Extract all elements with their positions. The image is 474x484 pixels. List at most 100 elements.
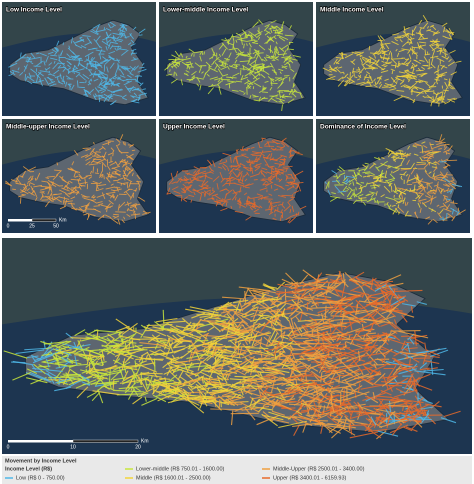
movement-line	[292, 421, 324, 427]
movement-line	[419, 362, 428, 370]
movement-line	[419, 72, 428, 77]
movement-line	[139, 82, 144, 87]
movement-line	[33, 184, 43, 188]
movement-line	[197, 384, 228, 391]
movement-line	[228, 333, 253, 342]
movement-line	[84, 51, 94, 58]
movement-line	[294, 315, 300, 322]
movement-line	[389, 173, 396, 180]
panel-title: Middle Income Level	[320, 7, 384, 14]
movement-line	[244, 346, 269, 350]
movement-line	[356, 405, 377, 414]
movement-line	[49, 84, 54, 87]
movement-line	[230, 380, 242, 387]
movement-line	[421, 159, 431, 162]
movement-line	[267, 362, 280, 365]
movement-line	[280, 154, 287, 158]
movement-line	[133, 26, 137, 30]
movement-line	[188, 48, 195, 53]
movement-line	[372, 392, 376, 399]
movement-line	[269, 176, 276, 182]
movement-line	[342, 273, 346, 286]
movement-line	[165, 357, 185, 365]
map-layer	[316, 2, 470, 116]
movement-line	[127, 74, 132, 79]
movement-line	[151, 385, 160, 395]
movement-line	[345, 179, 351, 185]
movement-line	[316, 385, 335, 395]
movement-line	[288, 198, 294, 202]
movement-line	[9, 70, 16, 76]
movement-line	[378, 83, 383, 89]
movement-line	[232, 72, 240, 77]
movement-line	[273, 48, 277, 57]
movement-line	[272, 400, 292, 411]
movement-line	[255, 52, 260, 60]
movement-line	[98, 88, 107, 92]
movement-line	[281, 26, 284, 32]
movement-line	[277, 195, 287, 198]
movement-line	[116, 58, 120, 64]
movement-line	[317, 304, 342, 314]
movement-line	[59, 189, 67, 194]
movement-line	[41, 180, 48, 183]
movement-line	[98, 71, 109, 76]
movement-line	[222, 165, 227, 171]
movement-line	[270, 308, 281, 312]
movement-line	[273, 303, 287, 318]
movement-line	[122, 94, 127, 99]
movement-line	[192, 189, 199, 192]
movement-line	[241, 383, 246, 391]
movement-line	[415, 194, 420, 200]
movement-line	[291, 205, 295, 213]
movement-line	[55, 47, 59, 50]
movement-line	[275, 340, 294, 353]
movement-line	[274, 183, 283, 188]
movement-line	[273, 36, 277, 40]
movement-line	[58, 379, 61, 386]
movement-line	[80, 204, 90, 208]
movement-line	[421, 145, 424, 154]
movement-line	[185, 172, 195, 177]
movement-line	[230, 342, 242, 357]
movement-line	[117, 158, 124, 166]
movement-line	[62, 42, 65, 46]
movement-line	[111, 170, 118, 173]
movement-line	[313, 374, 321, 382]
movement-line	[115, 318, 133, 331]
movement-line	[390, 77, 397, 84]
movement-line	[142, 346, 161, 349]
movement-line	[414, 91, 424, 94]
movement-line	[185, 188, 193, 194]
movement-line	[88, 88, 95, 95]
movement-line	[390, 68, 395, 72]
movement-line	[67, 190, 75, 195]
movement-line	[263, 283, 275, 290]
movement-line	[24, 76, 28, 82]
movement-line	[50, 57, 58, 61]
movement-line	[431, 45, 440, 51]
movement-line	[358, 67, 365, 75]
movement-line	[251, 201, 256, 207]
movement-line	[15, 349, 45, 355]
movement-line	[232, 157, 236, 163]
movement-line	[322, 405, 326, 413]
movement-line	[227, 330, 250, 339]
movement-line	[96, 194, 105, 198]
movement-line	[346, 373, 370, 383]
movement-line	[376, 199, 379, 205]
movement-line	[393, 189, 401, 193]
movement-line	[105, 28, 112, 32]
movement-line	[329, 64, 333, 71]
movement-line	[443, 208, 452, 212]
movement-line	[412, 358, 420, 363]
movement-line	[250, 359, 255, 369]
movement-line	[55, 345, 70, 352]
movement-line	[44, 186, 52, 189]
movement-line	[357, 195, 362, 200]
movement-line	[130, 100, 140, 104]
movement-line	[348, 293, 361, 297]
movement-line	[399, 150, 403, 159]
movement-line	[320, 391, 325, 398]
movement-line	[31, 356, 37, 363]
